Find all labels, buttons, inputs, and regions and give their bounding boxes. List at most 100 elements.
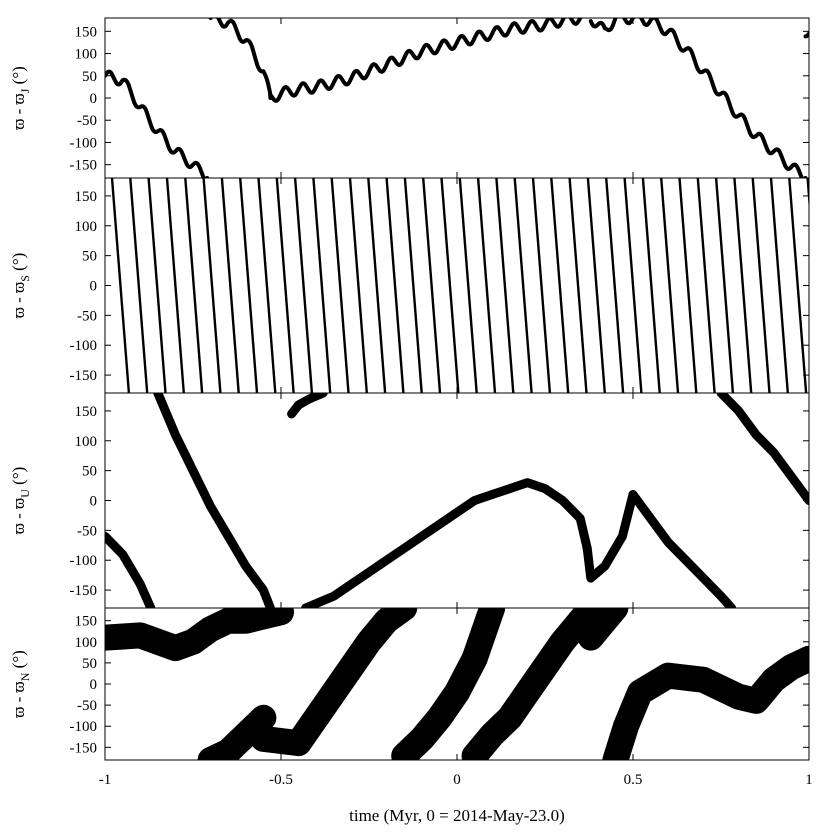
series-line-u-2 xyxy=(287,393,328,419)
circulation-line-30 xyxy=(660,178,680,393)
y-tick-label: 0 xyxy=(90,494,98,510)
y-tick-label: -150 xyxy=(70,740,98,756)
y-tick-label: -100 xyxy=(70,719,98,735)
y-tick-label: -100 xyxy=(70,135,98,151)
x-axis-ticks: -1 -0.5 0 0.5 1 xyxy=(99,772,813,788)
plot-area xyxy=(105,18,809,178)
y-tick-label: 100 xyxy=(75,47,98,63)
circulation-line-7 xyxy=(239,178,259,393)
circulation-line-11 xyxy=(312,178,332,393)
series-line-u-0 xyxy=(105,531,156,608)
plot-area xyxy=(110,178,809,393)
circulation-line-37 xyxy=(788,178,808,393)
plot-area xyxy=(105,608,809,760)
series-line-j-2 xyxy=(268,18,583,103)
y-tick-label: -50 xyxy=(77,113,97,129)
circulation-line-15 xyxy=(385,178,405,393)
series-line-u-1 xyxy=(153,393,275,608)
series-line-j-3 xyxy=(588,18,808,178)
y-tick-label: -50 xyxy=(77,308,97,324)
circulation-line-33 xyxy=(714,178,735,393)
circulation-line-22 xyxy=(513,178,533,393)
y-tick-label: 150 xyxy=(75,404,98,420)
circulation-line-4 xyxy=(184,178,204,393)
circulation-line-21 xyxy=(495,178,515,393)
circulation-line-36 xyxy=(769,178,789,393)
y-tick-label: 50 xyxy=(82,464,97,480)
circulation-line-6 xyxy=(220,178,240,393)
series-line-n-2 xyxy=(250,608,418,757)
y-tick-label: -100 xyxy=(70,338,98,354)
panel-u: 150 100 50 0 -50 -100 -150 ϖ - ϖU (°) xyxy=(9,392,810,609)
panel-n: 150 100 50 0 -50 -100 -150 ϖ - ϖN (°) xyxy=(9,607,810,761)
y-tick-label: -50 xyxy=(77,698,97,714)
series-line-n-3 xyxy=(391,608,506,760)
panel-s: 150 100 50 0 -50 -100 -150 ϖ - ϖS (°) xyxy=(9,177,810,394)
panels: 150 100 50 0 -50 -100 -150 ϖ - ϖJ (°) 150 100 50 0 -… xyxy=(9,17,810,761)
y-tick-label: 100 xyxy=(75,219,98,235)
y-tick-label: 150 xyxy=(75,614,98,630)
circulation-line-14 xyxy=(367,178,387,393)
y-axis-label: ϖ - ϖU (°) xyxy=(9,467,32,535)
y-axis-label: ϖ - ϖJ (°) xyxy=(9,66,32,130)
y-tick-label: -150 xyxy=(70,583,98,599)
x-tick-label: 0 xyxy=(453,772,461,788)
circulation-line-5 xyxy=(202,178,222,393)
series-line-u-3 xyxy=(301,478,592,608)
x-tick-label: 1 xyxy=(805,772,813,788)
circulation-line-20 xyxy=(476,178,497,393)
panel-j: 150 100 50 0 -50 -100 -150 ϖ - ϖJ (°) xyxy=(9,17,810,179)
x-tick-label: -0.5 xyxy=(269,772,293,788)
series-line-u-4 xyxy=(582,490,737,608)
circulation-line-0 xyxy=(110,178,131,393)
y-tick-label: -150 xyxy=(70,368,98,384)
y-tick-label: 0 xyxy=(90,91,98,107)
x-axis-label: time (Myr, 0 = 2014-May-23.0) xyxy=(349,806,565,825)
circulation-line-1 xyxy=(129,178,149,393)
series-line-n-5 xyxy=(570,608,629,651)
circulation-line-19 xyxy=(458,178,478,393)
series-line-n-0 xyxy=(105,608,294,662)
circulation-line-13 xyxy=(348,178,368,393)
y-tick-label: 0 xyxy=(90,279,98,295)
y-tick-label: 150 xyxy=(75,189,98,205)
circulation-line-17 xyxy=(422,178,442,393)
series-line-n-6 xyxy=(602,645,809,760)
circulation-line-2 xyxy=(147,178,167,393)
circulation-line-35 xyxy=(751,178,771,393)
series-line-j-1 xyxy=(208,18,273,100)
circulation-line-25 xyxy=(568,178,588,393)
x-tick-label: -1 xyxy=(99,772,112,788)
circulation-line-34 xyxy=(733,178,753,393)
circulation-line-3 xyxy=(165,178,185,393)
y-axis-label: ϖ - ϖN (°) xyxy=(9,650,32,718)
y-tick-label: 100 xyxy=(75,434,98,450)
series-line-u-5 xyxy=(716,393,809,505)
circulation-line-24 xyxy=(550,178,570,393)
circulation-line-12 xyxy=(330,178,350,393)
circulation-line-8 xyxy=(257,178,277,393)
y-tick-label: 50 xyxy=(82,656,97,672)
series-line-n-1 xyxy=(197,704,277,760)
y-tick-label: 100 xyxy=(75,635,98,651)
y-tick-label: 50 xyxy=(82,249,97,265)
circulation-line-31 xyxy=(678,178,698,393)
circulation-line-23 xyxy=(531,178,552,393)
circulation-line-28 xyxy=(623,178,643,393)
x-tick-label: 0.5 xyxy=(624,772,643,788)
plot-area xyxy=(105,393,809,608)
circulation-line-26 xyxy=(586,178,606,393)
circulation-line-32 xyxy=(696,178,716,393)
y-tick-label: 50 xyxy=(82,69,97,85)
circulation-line-16 xyxy=(403,178,423,393)
circulation-line-27 xyxy=(605,178,625,393)
circulation-line-38 xyxy=(806,178,809,210)
circulation-line-29 xyxy=(641,178,661,393)
y-tick-label: 150 xyxy=(75,24,98,40)
circulation-line-18 xyxy=(440,178,460,393)
y-axis-label: ϖ - ϖS (°) xyxy=(9,253,32,319)
circulation-line-10 xyxy=(293,178,314,393)
circulation-line-9 xyxy=(275,178,295,393)
y-tick-label: -50 xyxy=(77,523,97,539)
